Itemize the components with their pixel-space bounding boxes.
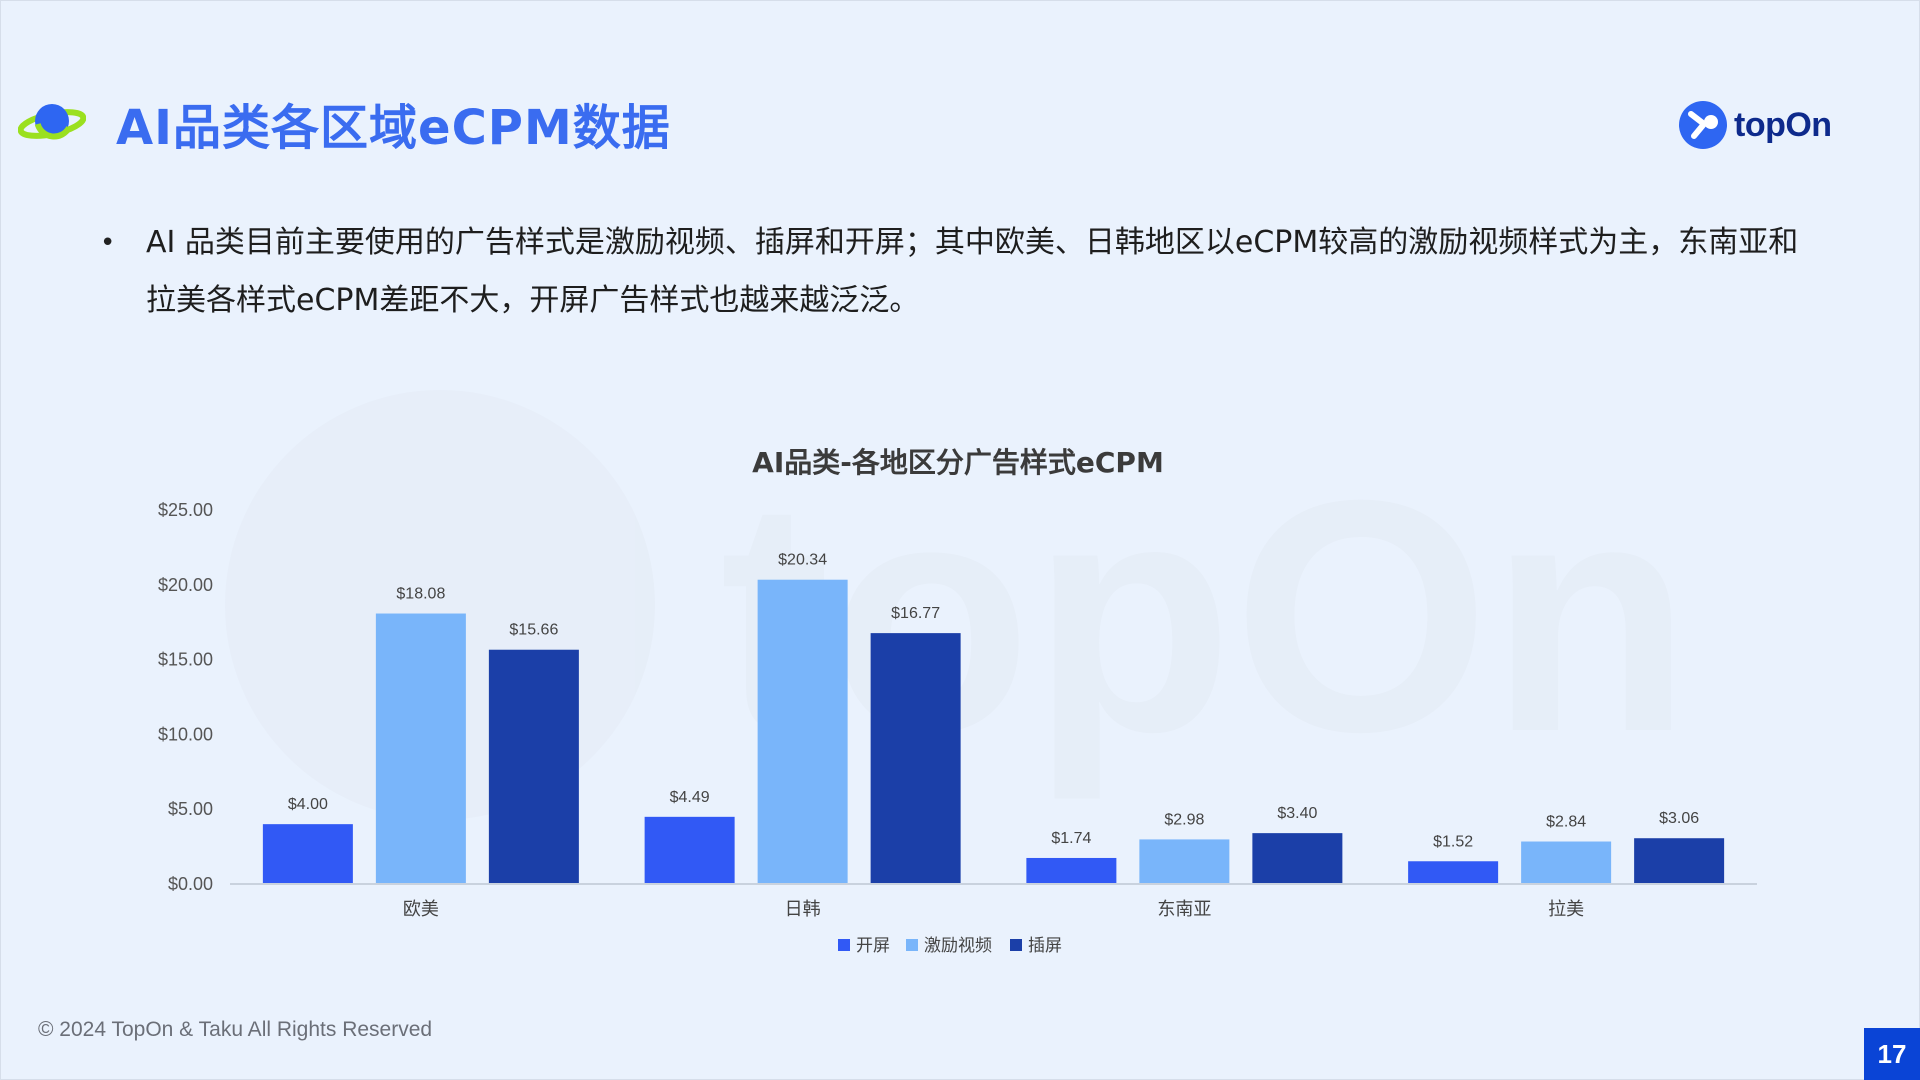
x-axis: 欧美 日韩 东南亚 拉美 xyxy=(230,883,1757,920)
bar xyxy=(1521,841,1612,884)
y-tick-label: $5.00 xyxy=(168,799,213,819)
copyright-footer: © 2024 TopOn & Taku All Rights Reserved xyxy=(38,1018,433,1041)
bar-data-label: $1.74 xyxy=(1051,830,1091,847)
bars-group: $4.00 $18.08 $15.66 $4.49 $20.34 $16.77 $1.74 $… xyxy=(262,552,1725,884)
bar-data-label: $4.49 xyxy=(670,789,710,806)
x-category-label: 拉美 xyxy=(1548,899,1584,920)
bar-data-label: $2.98 xyxy=(1164,811,1204,828)
bar xyxy=(870,633,961,884)
y-tick-label: $15.00 xyxy=(158,650,213,670)
planet-icon xyxy=(18,104,86,140)
chart-title: AI品类-各地区分广告样式eCPM xyxy=(752,446,1164,479)
chart-area: topOn AI品类-各地区分广告样式eCPM $0.00 $5.00 $10.00… xyxy=(0,360,1920,980)
bar xyxy=(1252,833,1343,884)
bullet-dot: • xyxy=(100,228,116,258)
bar xyxy=(1026,857,1117,884)
topon-logo-icon xyxy=(1679,101,1727,149)
bar-data-label: $4.00 xyxy=(288,796,328,813)
bar xyxy=(1139,839,1230,884)
x-category-label: 欧美 xyxy=(403,899,439,920)
y-tick-label: $25.00 xyxy=(158,500,213,520)
legend-swatch xyxy=(838,939,850,951)
page-number: 17 xyxy=(1864,1028,1920,1080)
logo-text: topOn xyxy=(1734,105,1832,144)
bar xyxy=(375,613,466,884)
bar-data-label: $16.77 xyxy=(891,605,940,622)
bar xyxy=(1634,838,1725,884)
bar xyxy=(644,816,735,884)
bar xyxy=(1408,861,1499,884)
x-category-label: 东南亚 xyxy=(1157,899,1211,920)
bar-data-label: $3.06 xyxy=(1659,810,1699,827)
svg-text:topOn: topOn xyxy=(720,431,1691,802)
bar-data-label: $1.52 xyxy=(1433,833,1473,850)
legend-label: 激励视频 xyxy=(924,936,992,956)
legend-swatch xyxy=(906,939,918,951)
y-tick-label: $10.00 xyxy=(158,724,213,744)
bar-chart: topOn AI品类-各地区分广告样式eCPM $0.00 $5.00 $10.00… xyxy=(158,390,1757,956)
legend-label: 开屏 xyxy=(856,936,890,956)
y-axis: $0.00 $5.00 $10.00 $15.00 $20.00 $25.00 xyxy=(158,500,213,894)
y-tick-label: $20.00 xyxy=(158,575,213,595)
bar-data-label: $18.08 xyxy=(396,586,445,603)
bar xyxy=(757,579,848,884)
summary-text: AI 品类目前主要使用的广告样式是激励视频、插屏和开屏；其中欧美、日韩地区以eC… xyxy=(146,225,1799,318)
title-area: AI品类各区域eCPM数据 xyxy=(18,88,671,158)
bar-data-label: $2.84 xyxy=(1546,814,1586,831)
legend-label: 插屏 xyxy=(1028,936,1062,956)
bar-data-label: $20.34 xyxy=(778,552,827,569)
bar-data-label: $15.66 xyxy=(509,622,558,639)
bar-data-label: $3.40 xyxy=(1277,805,1317,822)
bar xyxy=(262,824,353,884)
x-category-label: 日韩 xyxy=(785,899,821,920)
bar xyxy=(488,649,579,884)
summary-bullet: • AI 品类目前主要使用的广告样式是激励视频、插屏和开屏；其中欧美、日韩地区以… xyxy=(100,214,1820,330)
page-title: AI品类各区域eCPM数据 xyxy=(116,100,671,156)
topon-logo: topOn xyxy=(1678,100,1832,150)
y-tick-label: $0.00 xyxy=(168,874,213,894)
legend-swatch xyxy=(1010,939,1022,951)
legend: 开屏 激励视频 插屏 xyxy=(838,936,1062,956)
